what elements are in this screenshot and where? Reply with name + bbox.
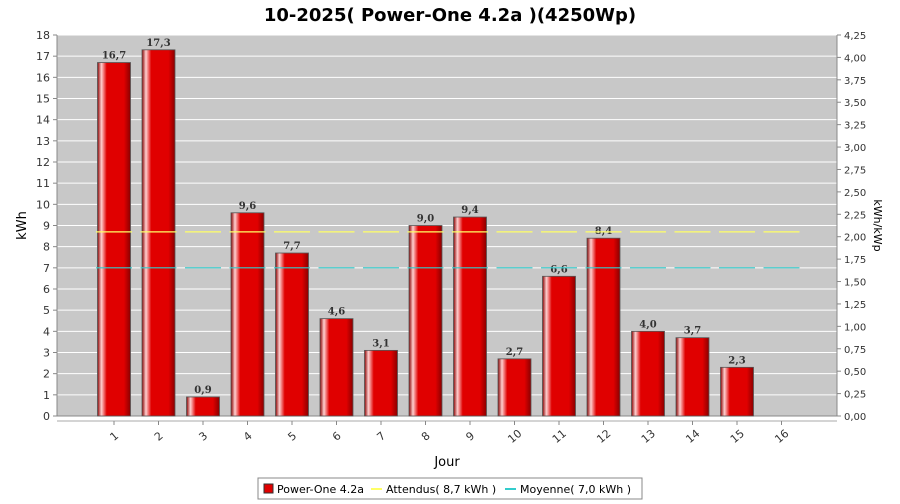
legend-label: Power-One 4.2a [277,483,364,496]
y-tick-label: 8 [43,241,50,254]
x-tick-label: 11 [550,427,569,446]
y-tick-label: 4 [43,325,50,338]
x-tick-label: 6 [330,429,344,443]
x-tick-label: 1 [107,429,121,443]
x-tick-label: 16 [772,427,791,446]
y2-tick-label: 0,00 [844,412,866,423]
y-tick-label: 14 [36,114,50,127]
y2-tick-label: 3,00 [844,143,866,154]
x-tick-label: 9 [463,429,477,443]
bar [453,216,487,417]
y-tick-label: 11 [36,177,50,190]
y2-tick-label: 3,25 [844,121,866,132]
bar-value-label: 9,0 [417,214,434,225]
bar-value-label: 7,7 [283,241,300,252]
bar-value-label: 0,9 [194,385,211,396]
chart-legend: Power-One 4.2a Attendus( 8,7 kWh ) Moyenne… [257,477,643,500]
bar-value-label: 9,6 [239,201,256,212]
y-tick-label: 9 [43,220,50,233]
bar [186,396,220,417]
y2-tick-label: 0,25 [844,390,866,401]
bar-value-label: 17,3 [146,38,170,49]
bar-value-label: 2,7 [506,347,523,358]
y2-tick-label: 1,50 [844,278,866,289]
bar-value-label: 3,1 [372,338,389,349]
y-tick-label: 15 [36,93,50,106]
bar [319,318,354,417]
x-tick-label: 14 [683,427,702,446]
bar-value-label: 4,0 [639,319,656,330]
bar [230,212,265,417]
legend-box [257,477,643,500]
chart-title: 10-2025( Power-One 4.2a )(4250Wp) [264,5,636,26]
bar [675,337,710,417]
bar [408,225,443,417]
y-tick-label: 1 [43,389,50,402]
bar [497,358,532,417]
bar [275,252,309,417]
bar-value-label: 16,7 [102,51,126,62]
legend-label: Moyenne( 7,0 kWh ) [520,483,631,496]
y2-tick-label: 2,75 [844,165,866,176]
bar-value-label: 4,6 [328,307,345,318]
x-axis-title: Jour [433,455,460,470]
y2-tick-label: 4,25 [844,31,866,42]
x-tick-label: 5 [285,429,299,443]
legend-label: Attendus( 8,7 kWh ) [386,483,496,496]
bar-value-label: 3,7 [684,326,701,337]
x-tick-label: 2 [152,429,166,443]
y2-tick-label: 1,25 [844,300,866,311]
y2-tick-label: 2,50 [844,188,866,199]
x-tick-label: 12 [594,427,613,446]
bar [542,275,576,417]
y-tick-label: 10 [36,198,50,211]
bar [141,49,176,417]
x-tick-label: 10 [505,427,524,446]
bar [97,62,131,417]
x-tick-label: 7 [374,429,388,443]
x-tick-label: 8 [419,429,433,443]
y-tick-label: 3 [43,347,50,360]
y2-tick-label: 3,75 [844,76,866,87]
y2-tick-label: 1,00 [844,322,866,333]
bar [720,366,754,417]
y-tick-label: 2 [43,368,50,381]
y-tick-label: 0 [43,410,50,423]
y-tick-label: 12 [36,156,50,169]
x-tick-label: 13 [639,427,658,446]
y-tick-label: 13 [36,135,50,148]
y2-tick-label: 1,75 [844,255,866,266]
y-tick-label: 17 [36,50,50,63]
y2-tick-label: 2,25 [844,210,866,221]
y2-tick-label: 3,50 [844,98,866,109]
y2-tick-label: 0,75 [844,345,866,356]
y2-tick-label: 2,00 [844,233,866,244]
bar-value-label: 2,3 [728,355,745,366]
bar [364,349,398,417]
x-tick-label: 3 [196,429,210,443]
y-tick-label: 6 [43,283,50,296]
bar-value-label: 6,6 [550,264,567,275]
y2-tick-label: 0,50 [844,367,866,378]
legend-swatch-bar [263,483,274,494]
y-tick-label: 7 [43,262,50,275]
y-tick-label: 5 [43,304,50,317]
y2-axis-title: kWh/kWp [871,199,884,251]
y-tick-label: 18 [36,29,50,42]
x-tick-label: 15 [728,427,747,446]
x-tick-label: 4 [241,429,255,443]
y-axis-title: kWh [15,211,30,240]
bar [631,330,665,417]
plot-area: 01234567891011121314151617180,000,250,50… [36,29,866,446]
bar-value-label: 9,4 [461,205,478,216]
y-tick-label: 16 [36,71,50,84]
bar [586,237,621,417]
y2-tick-label: 4,00 [844,53,866,64]
